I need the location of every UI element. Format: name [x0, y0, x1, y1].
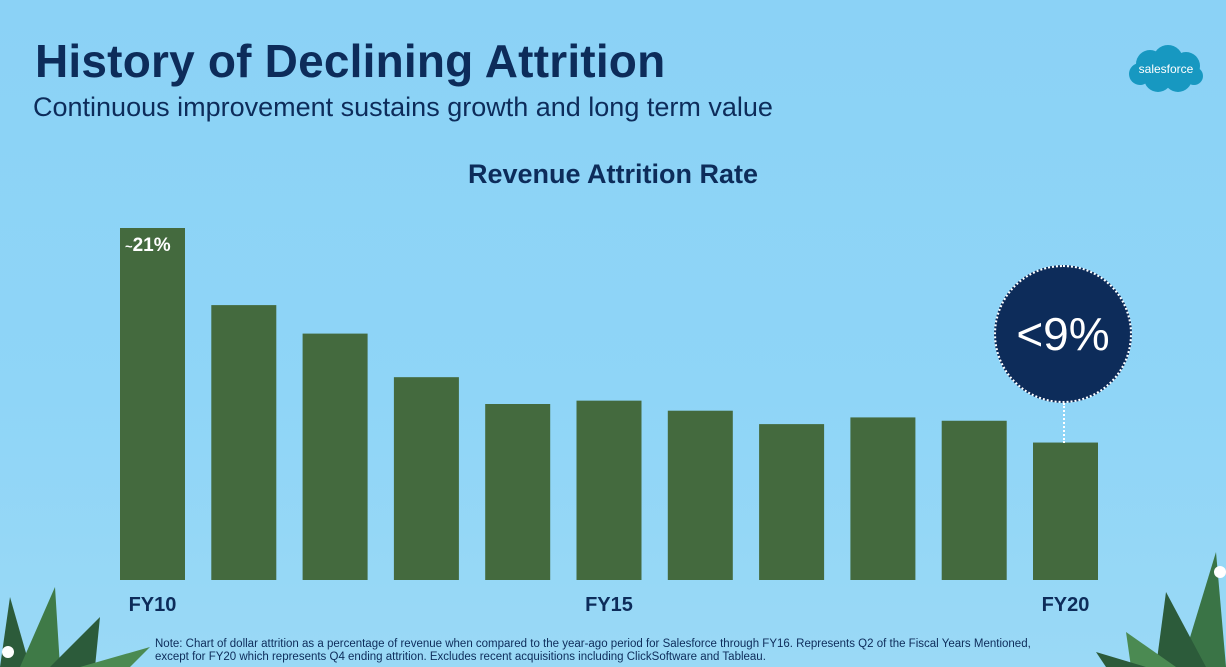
bar-fy16 — [667, 410, 733, 580]
page-title: History of Declining Attrition — [35, 35, 666, 87]
tick-label-fy20: FY20 — [1041, 594, 1090, 616]
cloud-icon — [1129, 45, 1203, 92]
tick-label-fy10: FY10 — [128, 594, 177, 616]
bar-fy18 — [850, 417, 916, 580]
footnote: Note: Chart of dollar attrition as a per… — [155, 638, 1031, 663]
bar-value: 21% — [132, 235, 171, 256]
page-subtitle: Continuous improvement sustains growth a… — [33, 92, 773, 122]
bar-fy19 — [941, 420, 1007, 580]
bar-fy12 — [302, 333, 368, 580]
callout-badge: <9% — [994, 265, 1132, 403]
bar-fy13 — [393, 377, 459, 580]
bar-fy20 — [1033, 442, 1098, 580]
callout-connector — [1063, 403, 1065, 443]
logo-text: salesforce — [1138, 62, 1194, 76]
bar-fy11 — [211, 305, 277, 580]
salesforce-logo: salesforce — [1128, 44, 1204, 96]
approx-sign: ~ — [125, 239, 133, 254]
bar-fy17 — [759, 424, 825, 580]
bar-value-label-fy10: ~21% — [125, 235, 171, 257]
bar-fy14 — [485, 404, 551, 580]
foliage-right-icon — [1096, 552, 1226, 667]
chart-title: Revenue Attrition Rate — [467, 159, 759, 189]
callout-value: <9% — [1016, 308, 1110, 360]
tick-label-fy15: FY15 — [585, 594, 633, 616]
bar-fy15 — [576, 400, 642, 580]
bar-fy10 — [120, 228, 185, 580]
foliage-left-icon — [0, 587, 150, 667]
